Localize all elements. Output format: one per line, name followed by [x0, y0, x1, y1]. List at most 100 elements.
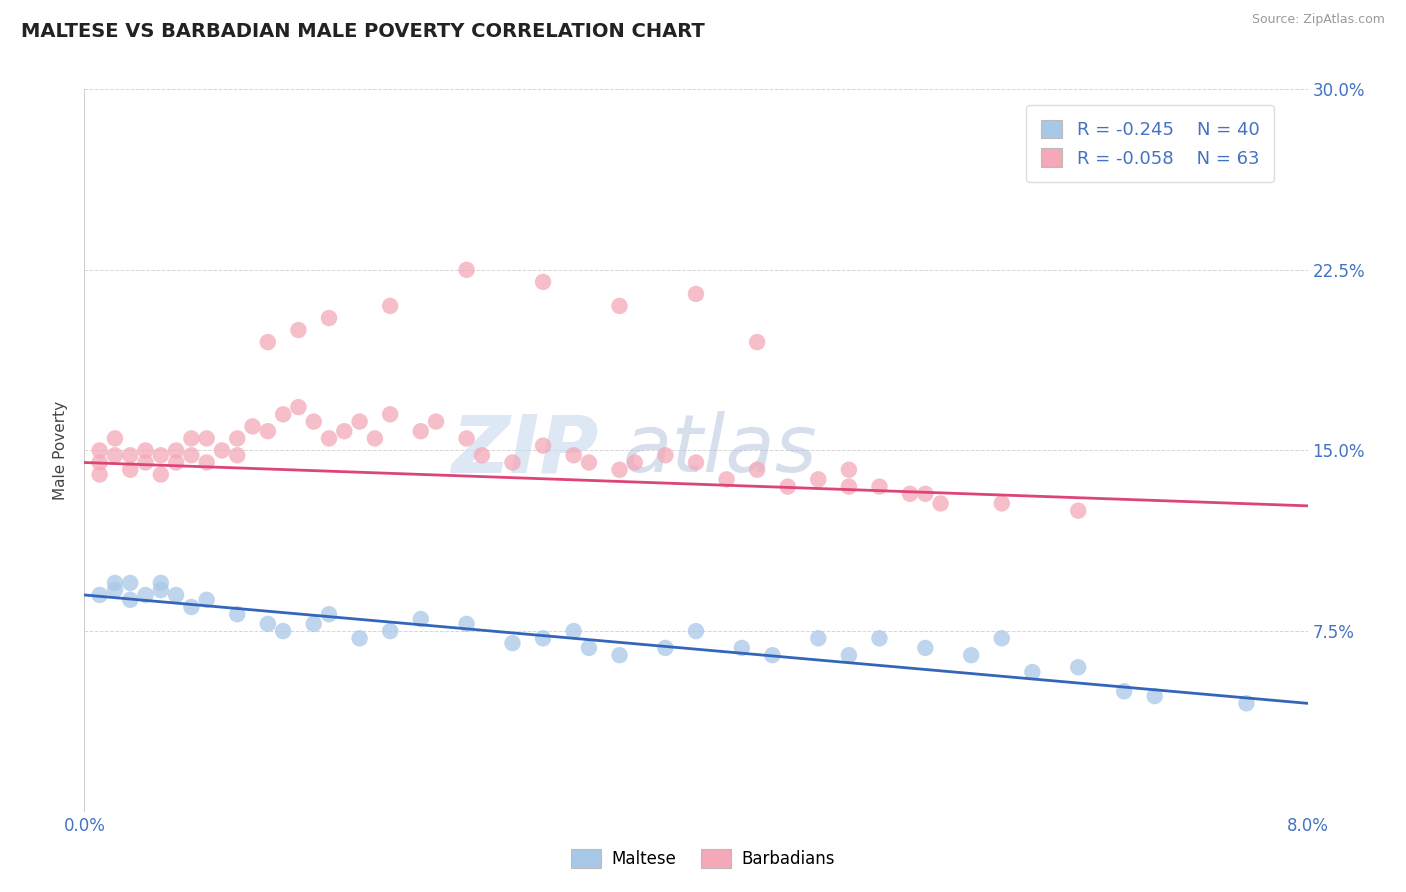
Point	[149, 467, 172, 482]
Point	[929, 496, 952, 510]
Point	[271, 624, 294, 639]
Point	[531, 439, 554, 453]
Point	[287, 323, 309, 337]
Point	[456, 616, 478, 631]
Point	[135, 588, 157, 602]
Point	[562, 448, 585, 462]
Point	[807, 632, 830, 646]
Point	[838, 480, 860, 494]
Point	[302, 415, 325, 429]
Point	[409, 612, 432, 626]
Point	[807, 472, 830, 486]
Text: Source: ZipAtlas.com: Source: ZipAtlas.com	[1251, 13, 1385, 27]
Point	[609, 648, 631, 662]
Point	[195, 592, 218, 607]
Point	[991, 496, 1014, 510]
Point	[869, 632, 891, 646]
Point	[104, 583, 127, 598]
Point	[257, 616, 280, 631]
Point	[685, 624, 707, 639]
Point	[89, 588, 111, 602]
Point	[761, 648, 783, 662]
Point	[562, 624, 585, 639]
Point	[89, 455, 111, 469]
Point	[120, 592, 142, 607]
Point	[149, 448, 172, 462]
Point	[135, 455, 157, 469]
Point	[318, 607, 340, 622]
Text: atlas: atlas	[623, 411, 817, 490]
Point	[960, 648, 983, 662]
Point	[226, 607, 249, 622]
Point	[1114, 684, 1136, 698]
Point	[364, 431, 387, 445]
Point	[1021, 665, 1043, 679]
Point	[180, 448, 202, 462]
Point	[609, 299, 631, 313]
Point	[195, 431, 218, 445]
Point	[654, 448, 676, 462]
Point	[180, 431, 202, 445]
Point	[425, 415, 447, 429]
Point	[898, 487, 921, 501]
Point	[165, 588, 187, 602]
Point	[531, 632, 554, 646]
Y-axis label: Male Poverty: Male Poverty	[53, 401, 69, 500]
Point	[380, 299, 402, 313]
Point	[242, 419, 264, 434]
Point	[1236, 696, 1258, 710]
Point	[349, 632, 371, 646]
Point	[302, 616, 325, 631]
Point	[226, 448, 249, 462]
Point	[318, 431, 340, 445]
Point	[838, 463, 860, 477]
Legend: R = -0.245    N = 40, R = -0.058    N = 63: R = -0.245 N = 40, R = -0.058 N = 63	[1026, 105, 1274, 182]
Point	[149, 583, 172, 598]
Point	[333, 424, 356, 438]
Point	[654, 640, 676, 655]
Point	[685, 455, 707, 469]
Point	[578, 640, 600, 655]
Point	[456, 431, 478, 445]
Point	[89, 443, 111, 458]
Point	[716, 472, 738, 486]
Point	[914, 487, 936, 501]
Point	[120, 463, 142, 477]
Point	[471, 448, 494, 462]
Point	[120, 448, 142, 462]
Point	[287, 400, 309, 414]
Point	[609, 463, 631, 477]
Point	[195, 455, 218, 469]
Point	[991, 632, 1014, 646]
Point	[165, 455, 187, 469]
Point	[380, 624, 402, 639]
Point	[120, 576, 142, 591]
Point	[226, 431, 249, 445]
Legend: Maltese, Barbadians: Maltese, Barbadians	[565, 842, 841, 875]
Point	[211, 443, 233, 458]
Point	[165, 443, 187, 458]
Point	[838, 648, 860, 662]
Point	[747, 463, 769, 477]
Text: MALTESE VS BARBADIAN MALE POVERTY CORRELATION CHART: MALTESE VS BARBADIAN MALE POVERTY CORREL…	[21, 22, 704, 41]
Point	[731, 640, 754, 655]
Point	[776, 480, 799, 494]
Point	[1067, 503, 1090, 517]
Point	[869, 480, 891, 494]
Point	[318, 310, 340, 325]
Point	[502, 455, 524, 469]
Point	[380, 407, 402, 421]
Point	[104, 431, 127, 445]
Point	[1143, 689, 1166, 703]
Point	[914, 640, 936, 655]
Point	[624, 455, 647, 469]
Point	[502, 636, 524, 650]
Point	[104, 576, 127, 591]
Text: ZIP: ZIP	[451, 411, 598, 490]
Point	[149, 576, 172, 591]
Point	[89, 467, 111, 482]
Point	[271, 407, 294, 421]
Point	[349, 415, 371, 429]
Point	[747, 334, 769, 349]
Point	[257, 424, 280, 438]
